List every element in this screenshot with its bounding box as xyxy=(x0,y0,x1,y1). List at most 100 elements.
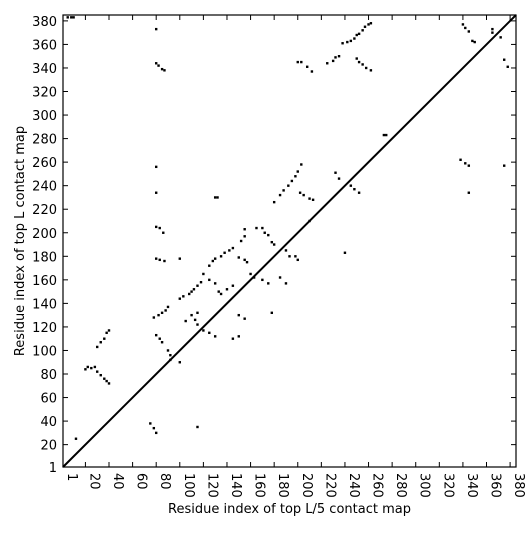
x-tick-label: 320 xyxy=(440,473,455,498)
contact-point xyxy=(272,243,276,246)
contact-point xyxy=(208,278,211,282)
contact-point xyxy=(361,29,364,32)
x-tick-label: 380 xyxy=(511,473,526,498)
contact-point xyxy=(70,16,73,19)
contact-point xyxy=(182,295,185,298)
contact-point xyxy=(213,282,217,285)
contact-point xyxy=(188,292,191,296)
contact-point xyxy=(154,431,158,435)
contact-point xyxy=(178,257,181,260)
y-tick-label: 300 xyxy=(32,109,57,124)
contact-point xyxy=(237,313,240,317)
contact-point xyxy=(193,318,197,322)
x-tick-label: 80 xyxy=(157,473,172,490)
contact-point xyxy=(278,276,282,279)
contact-point xyxy=(237,335,240,338)
x-tick-label: 260 xyxy=(370,473,385,498)
contact-point xyxy=(228,249,231,252)
contact-point xyxy=(296,170,299,173)
contact-point xyxy=(334,171,337,174)
y-tick-label: 80 xyxy=(40,368,57,383)
x-tick-label: 1 xyxy=(64,473,79,481)
contact-point xyxy=(334,56,337,59)
contact-point xyxy=(154,27,158,31)
contact-point xyxy=(213,335,217,338)
contact-point xyxy=(158,258,161,262)
contact-point xyxy=(160,67,164,71)
contact-point xyxy=(213,257,217,260)
contact-point xyxy=(239,239,243,243)
contact-point xyxy=(149,422,152,425)
contact-point xyxy=(107,329,111,332)
contact-point xyxy=(311,198,315,202)
x-axis-label: Residue index of top L/5 contact map xyxy=(168,502,411,517)
x-tick-label: 300 xyxy=(417,473,432,498)
contact-point xyxy=(158,226,161,230)
contact-point xyxy=(255,226,258,230)
contact-point xyxy=(252,276,256,279)
contact-point xyxy=(163,259,166,263)
contact-point xyxy=(231,284,235,287)
contact-point xyxy=(105,379,108,383)
contact-point xyxy=(208,331,211,335)
contact-point xyxy=(90,366,93,370)
contact-point xyxy=(225,288,229,291)
contact-point xyxy=(164,309,167,312)
x-tick-label: 160 xyxy=(252,473,267,498)
contact-point xyxy=(231,246,235,250)
contact-point xyxy=(152,316,156,319)
contact-point xyxy=(202,272,205,276)
contact-point xyxy=(267,233,270,237)
contact-point xyxy=(369,22,373,25)
contact-point xyxy=(219,292,223,296)
contact-point xyxy=(263,231,266,234)
contact-point xyxy=(107,382,111,385)
plot-frame xyxy=(62,14,517,468)
y-tick-label: 220 xyxy=(32,203,57,218)
contact-point xyxy=(491,27,494,31)
contact-point xyxy=(243,228,246,231)
contact-point xyxy=(72,16,75,19)
contact-point xyxy=(169,358,172,362)
contact-point xyxy=(184,319,187,323)
contact-point xyxy=(162,231,165,234)
contact-point xyxy=(302,193,305,197)
contact-point xyxy=(337,177,341,180)
contact-point xyxy=(473,40,476,44)
contact-point xyxy=(103,377,106,380)
contact-point xyxy=(99,373,102,377)
contact-point xyxy=(503,164,506,167)
contact-point xyxy=(154,225,158,229)
contact-point xyxy=(199,280,203,284)
contact-point xyxy=(196,311,199,315)
x-tick-label: 100 xyxy=(181,473,196,498)
y-tick-label: 340 xyxy=(32,62,57,77)
contact-point xyxy=(166,305,170,309)
contact-point xyxy=(96,345,99,349)
contact-point xyxy=(237,256,240,259)
contact-point xyxy=(300,60,303,64)
contact-point xyxy=(213,196,217,199)
contact-point xyxy=(105,331,108,335)
contact-point xyxy=(467,191,471,194)
x-tick-label: 340 xyxy=(464,473,479,498)
y-tick-label: 240 xyxy=(32,180,57,195)
contact-point xyxy=(353,37,356,40)
contact-point xyxy=(96,370,99,373)
x-tick-label: 240 xyxy=(346,473,361,498)
contact-point xyxy=(346,40,349,44)
y-tick-label: 380 xyxy=(32,15,57,30)
contact-point xyxy=(216,196,219,199)
y-tick-label: 320 xyxy=(32,86,57,101)
contact-point xyxy=(103,337,106,340)
contact-point xyxy=(459,158,462,161)
contact-point xyxy=(294,175,297,178)
contact-point xyxy=(272,200,276,204)
contact-point xyxy=(506,65,509,68)
contact-point xyxy=(217,290,220,293)
y-tick-label: 100 xyxy=(32,344,57,359)
contact-point xyxy=(284,249,288,252)
contact-point xyxy=(66,16,69,19)
y-tick-label: 120 xyxy=(32,321,57,336)
